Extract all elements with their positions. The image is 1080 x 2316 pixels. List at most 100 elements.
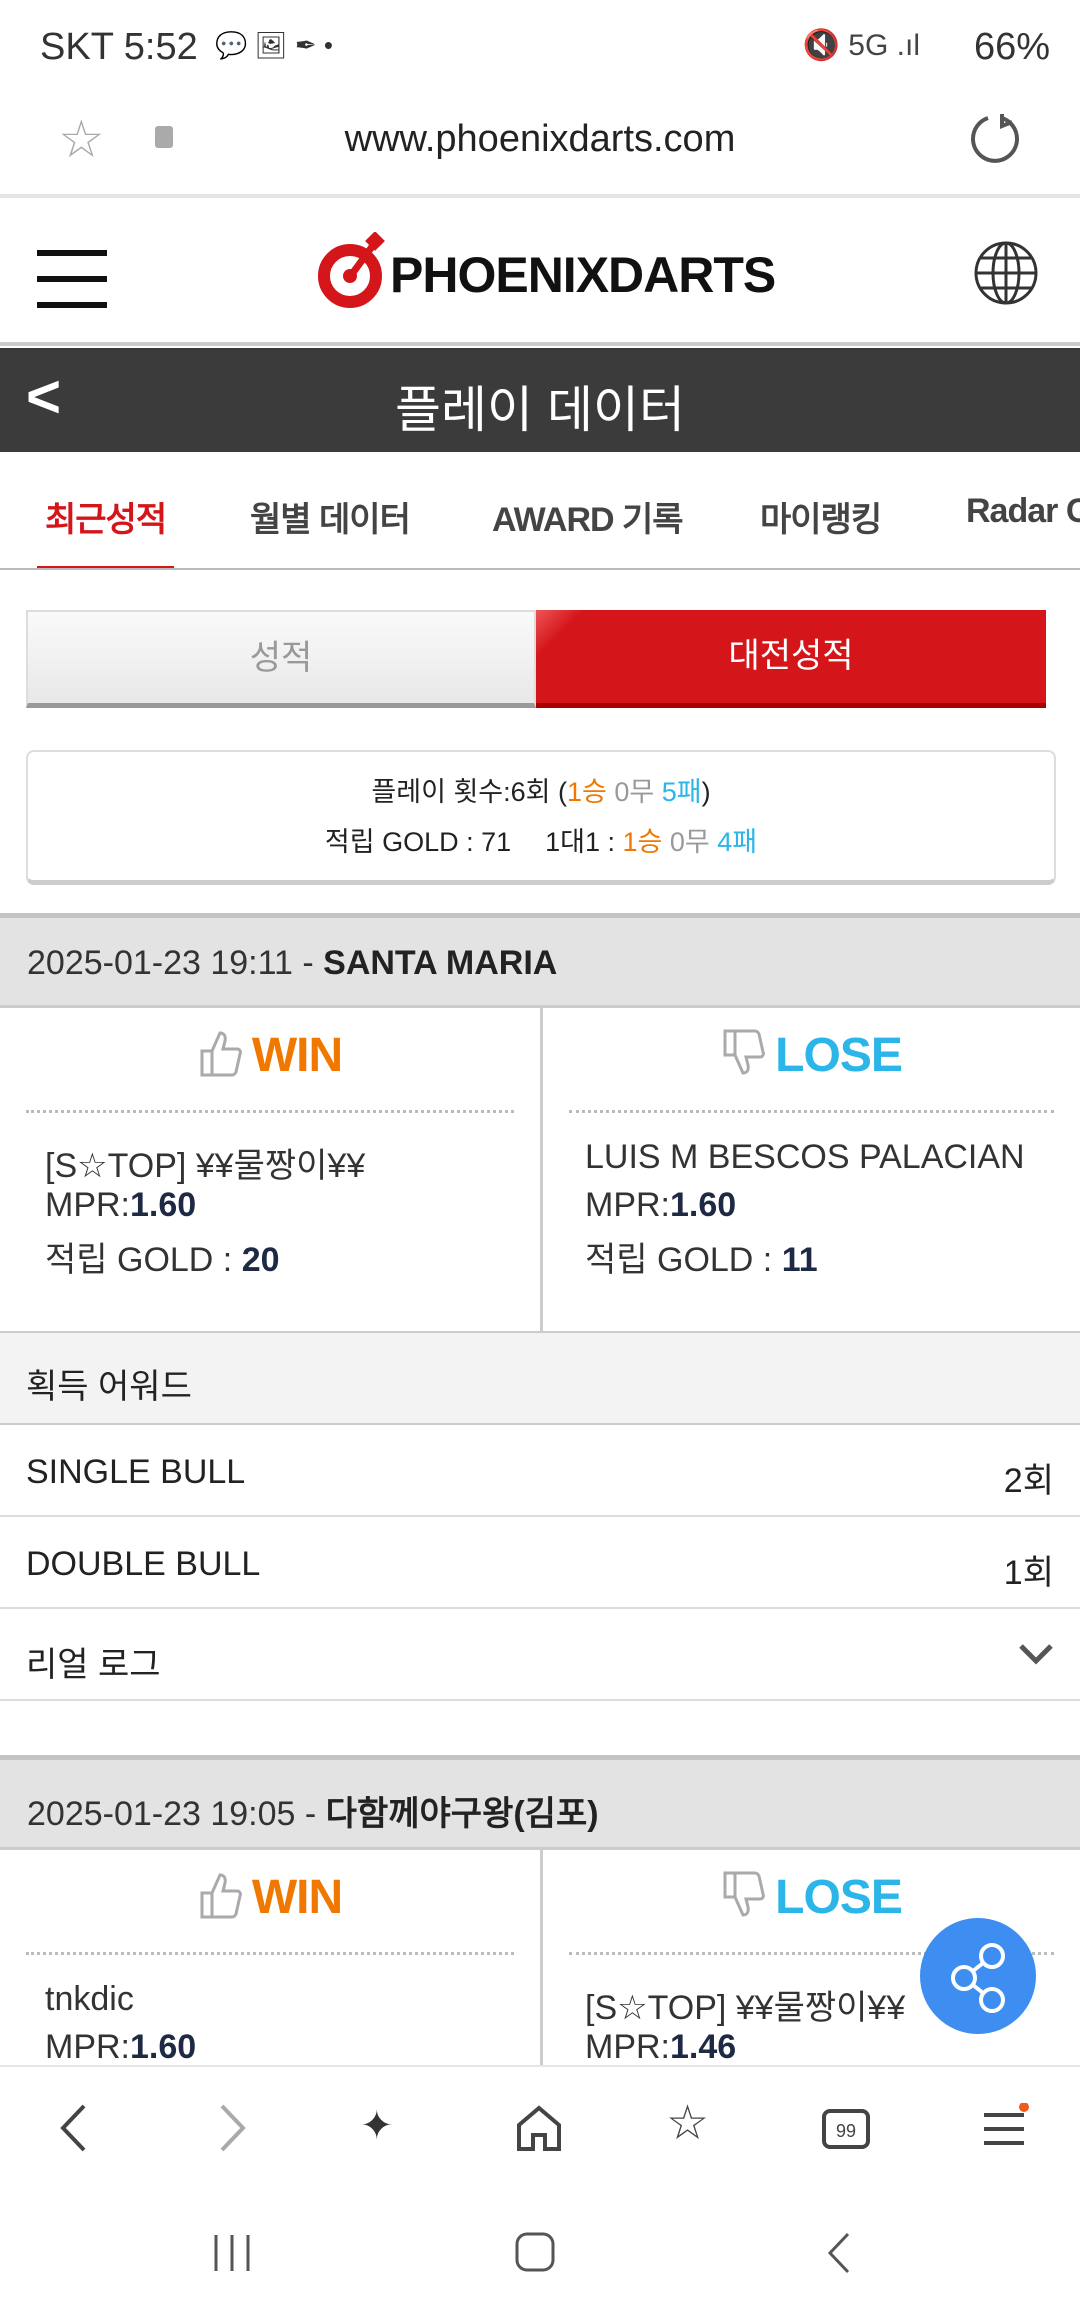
thumbs-up-icon [200,1031,242,1077]
share-icon [951,1943,1005,2013]
carrier-time: SKT 5:52 [40,26,198,68]
segment-stats[interactable]: 성적 [26,610,536,708]
loser-panel: LOSE LUIS M BESCOS PALACIAN MPR:1.60 적립 … [540,1008,1080,1331]
menu-icon[interactable] [980,2103,1030,2153]
win-label: WIN [251,1029,343,1082]
award-name: DOUBLE BULL [26,1545,261,1583]
winner-panel: WIN [S☆TOP] ¥¥물짱이¥¥ MPR:1.60 적립 GOLD : 2… [0,1008,540,1331]
home-nav-icon[interactable] [514,2231,556,2273]
award-row: DOUBLE BULL 1회 [0,1517,1080,1609]
winner-gold: 적립 GOLD : 20 [45,1232,280,1281]
thumbs-up-icon [200,1873,242,1919]
winner-name[interactable]: [S☆TOP] ¥¥물짱이¥¥ [45,1147,366,1185]
gold-label: 적립 GOLD : [585,1241,782,1279]
tab-recent[interactable]: 최근성적 [36,492,175,568]
winner-panel: WIN tnkdic MPR:1.60 [0,1850,540,2080]
winner-mpr: MPR:1.60 [45,1186,196,1225]
match-date-header: 2025-01-23 19:11 - SANTA MARIA [0,913,1080,1008]
bookmark-star-icon[interactable]: ☆ [58,111,105,169]
lose-label: LOSE [775,1871,903,1924]
globe-icon[interactable] [973,240,1039,306]
thumbs-down-icon [723,1871,766,1917]
mpr-value: 1.60 [130,2028,197,2066]
mpr-value: 1.46 [670,2028,737,2066]
segment-control: 성적 대전성적 [26,610,1050,708]
share-button[interactable] [920,1918,1036,2034]
lock-icon [155,126,173,148]
loser-name[interactable]: LUIS M BESCOS PALACIAN [585,1138,1025,1176]
forward-icon[interactable] [218,2103,248,2153]
award-row: SINGLE BULL 2회 [0,1425,1080,1517]
signal-icons: 🔇 5G .ıl [802,29,920,62]
loser-name[interactable]: [S☆TOP] ¥¥물짱이¥¥ [585,1989,906,2027]
mpr-label: MPR: [585,2028,670,2066]
vs-wins: 1승 [622,827,663,857]
loser-gold: 적립 GOLD : 11 [585,1232,818,1281]
system-nav-bar [0,2193,1080,2316]
win-label: WIN [251,1871,343,1924]
tab-bar: 최근성적 월별 데이터 AWARD 기록 마이랭킹 Radar C [0,452,1080,570]
paren: ) [701,777,711,807]
match-datetime: 2025-01-23 19:05 - [27,1795,326,1833]
mpr-value: 1.60 [130,1186,197,1224]
status-bar: SKT 5:52 💬 🖼 ✒ • 🔇 5G .ıl 66% [0,0,1080,92]
gold-value: 11 [781,1241,818,1279]
vs-losses: 4패 [717,827,758,857]
gold-total: 적립 GOLD : 71 [324,827,512,857]
gold-line: 적립 GOLD : 71 1대1 : 1승 0무 4패 [28,820,1054,859]
loser-mpr: MPR:1.46 [585,2028,736,2067]
home-icon[interactable] [514,2103,564,2153]
hamburger-menu-icon[interactable] [37,250,107,308]
match-datetime: 2025-01-23 19:11 - [27,944,324,982]
winner-mpr: MPR:1.60 [45,2028,196,2067]
awards-header: 획득 어워드 [0,1333,1080,1425]
match-venue: 다함께야구왕(김포) [325,1795,599,1833]
gold-value: 20 [241,1241,280,1279]
browser-url-bar: ☆ www.phoenixdarts.com [0,92,1080,198]
losses: 5패 [661,777,702,807]
draws: 0무 [606,777,662,807]
vs-draws: 0무 [662,827,718,857]
tab-ranking[interactable]: 마이랭킹 [760,501,882,539]
award-name: SINGLE BULL [26,1453,246,1491]
real-log-toggle[interactable]: 리얼 로그 [0,1609,1080,1701]
tabs-icon[interactable]: 99 [820,2103,874,2153]
award-count: 2회 [1003,1462,1054,1500]
recent-apps-icon[interactable] [210,2233,254,2273]
mpr-label: MPR: [45,2028,130,2066]
match-card: WIN [S☆TOP] ¥¥물짱이¥¥ MPR:1.60 적립 GOLD : 2… [0,1008,1080,1333]
segment-versus[interactable]: 대전성적 [536,610,1046,708]
phoenix-logo-icon [318,232,385,308]
ai-sparkle-icon[interactable]: ✦ [360,2104,394,2148]
reload-icon[interactable] [968,112,1022,166]
back-nav-icon[interactable] [826,2231,852,2275]
match-card: WIN tnkdic MPR:1.60 LOSE [S☆TOP] ¥¥물짱이¥¥… [0,1850,1080,2080]
paren: ( [550,777,567,807]
mpr-label: MPR: [585,1186,670,1224]
site-header: PHOENIXDARTS [0,202,1080,346]
wins: 1승 [566,777,607,807]
match-venue: SANTA MARIA [323,944,558,982]
summary-box: 플레이 횟수:6회 (1승 0무 5패) 적립 GOLD : 71 1대1 : 1… [26,750,1056,885]
battery: 66% [973,26,1050,68]
gold-label: 적립 GOLD : [45,1241,242,1279]
tab-monthly[interactable]: 월별 데이터 [250,501,411,539]
vs-label: 1대1 : [545,827,623,857]
loser-mpr: MPR:1.60 [585,1186,736,1225]
notification-icons: 💬 🖼 ✒ • [215,30,333,60]
tab-radar[interactable]: Radar C [966,492,1080,530]
lose-label: LOSE [775,1029,903,1082]
site-logo[interactable]: PHOENIXDARTS [390,247,776,303]
loser-panel: LOSE [S☆TOP] ¥¥물짱이¥¥ MPR:1.46 [540,1850,1080,2080]
real-log-label: 리얼 로그 [26,1646,161,1684]
back-button[interactable]: < [26,363,62,430]
bookmarks-icon[interactable]: ☆ [666,2097,710,2150]
winner-name[interactable]: tnkdic [45,1980,134,2018]
play-count: 플레이 횟수:6회 [371,777,551,807]
page-title-bar: < 플레이 데이터 [0,348,1080,452]
tab-award[interactable]: AWARD 기록 [492,501,684,539]
mpr-value: 1.60 [670,1186,737,1224]
chevron-down-icon[interactable] [1018,1643,1054,1665]
url-text[interactable]: www.phoenixdarts.com [344,118,736,160]
back-icon[interactable] [58,2103,88,2153]
